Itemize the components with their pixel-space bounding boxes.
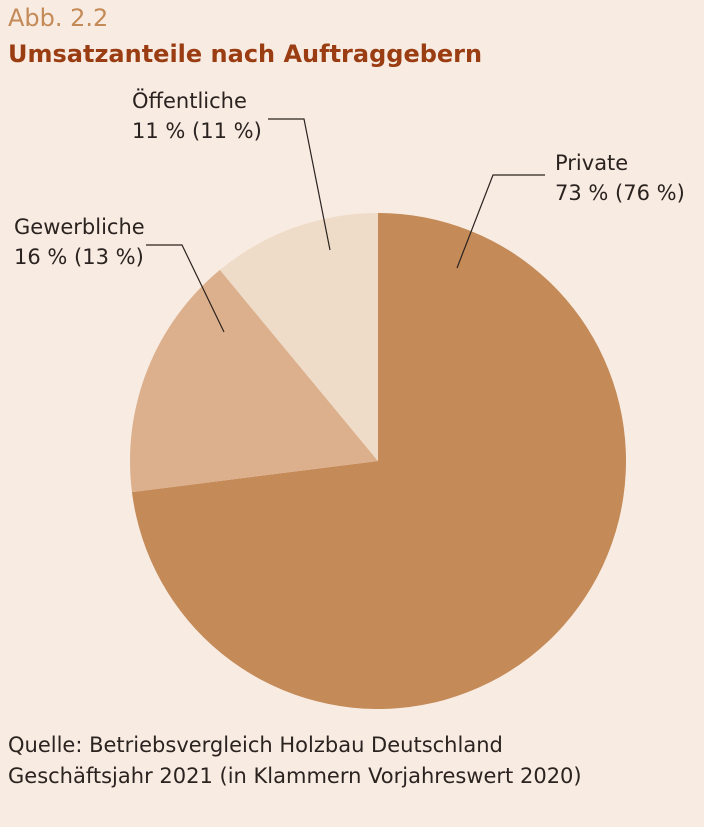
leader-line-gewerbliche (146, 244, 225, 333)
pie-slice-private (131, 213, 626, 709)
pie-slice-gewerbliche (129, 269, 378, 493)
slice-name-gewerbliche: Gewerbliche (14, 215, 145, 239)
slice-value-gewerbliche: 16 % (13 %) (14, 245, 144, 269)
source-line-2: Geschäftsjahr 2021 (in Klammern Vorjahre… (8, 764, 582, 788)
slice-name-private: Private (555, 151, 629, 175)
slice-value-private: 73 % (76 %) (555, 181, 685, 205)
slice-label-gewerbliche: Gewerbliche 16 % (13 %) (14, 212, 145, 272)
source-note: Quelle: Betriebsvergleich Holzbau Deutsc… (8, 730, 582, 792)
pie-slice-oeffentliche (219, 213, 378, 461)
slice-label-private: Private 73 % (76 %) (555, 148, 685, 208)
slice-value-oeffentliche: 11 % (11 %) (132, 119, 262, 143)
slice-name-oeffentliche: Öffentliche (132, 89, 247, 113)
slice-label-oeffentliche: Öffentliche 11 % (11 %) (132, 86, 262, 146)
figure-number: Abb. 2.2 (8, 4, 109, 32)
leader-line-private (456, 174, 545, 269)
source-line-1: Quelle: Betriebsvergleich Holzbau Deutsc… (8, 733, 503, 757)
chart-title: Umsatzanteile nach Auftraggebern (8, 40, 483, 68)
leader-line-oeffentliche (268, 118, 331, 251)
